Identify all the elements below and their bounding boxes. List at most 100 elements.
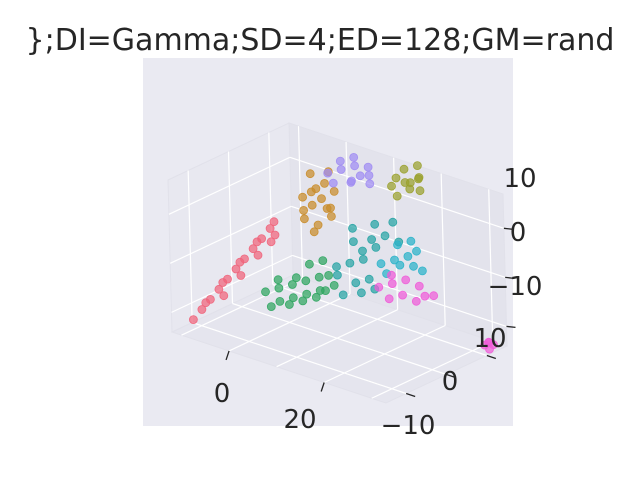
data-point-series-2 [345, 258, 355, 268]
data-point-series-3 [299, 214, 309, 224]
data-point-series-1 [275, 296, 285, 306]
data-point-series-4 [346, 177, 356, 187]
data-point-series-2 [358, 246, 367, 256]
data-point-series-4 [335, 156, 345, 166]
data-point-series-1 [284, 300, 294, 309]
grid-line-x-wall [297, 126, 304, 279]
data-point-series-3 [313, 220, 323, 230]
tick-marks [225, 227, 516, 398]
y-tick-label-2: −10 [381, 411, 436, 441]
data-point-series-0 [214, 284, 224, 294]
data-point-series-3 [298, 192, 308, 202]
x-tick-mark [320, 382, 325, 392]
data-point-series-6 [390, 255, 399, 265]
data-point-series-0 [236, 271, 246, 280]
data-point-series-5 [405, 184, 415, 194]
x-tick-label-1: 20 [283, 405, 316, 435]
data-point-series-0 [265, 224, 275, 233]
z-tick-label-0: 10 [503, 164, 536, 194]
data-point-series-0 [235, 257, 245, 267]
data-point-series-4 [364, 170, 374, 180]
data-point-series-7 [386, 270, 396, 280]
grid-line-y-wall [268, 132, 274, 285]
data-point-series-1 [261, 287, 270, 297]
grid-line-y-wall [227, 151, 234, 304]
data-point-series-2 [364, 274, 374, 284]
data-point-series-7 [411, 296, 421, 306]
data-point-series-1 [273, 275, 283, 285]
data-point-series-0 [270, 230, 280, 240]
z-tick-mark [506, 325, 516, 329]
data-point-series-2 [388, 217, 398, 227]
y-tick-mark [405, 392, 416, 398]
grid-line-z-side [168, 156, 291, 215]
data-point-series-6 [395, 260, 405, 270]
data-point-series-3 [299, 205, 309, 215]
data-point-series-7 [484, 337, 494, 347]
data-point-series-2 [332, 262, 341, 272]
chart-title: };DI=Gamma;SD=4;ED=128;GM=rand [26, 23, 615, 58]
data-point-series-2 [348, 237, 358, 247]
data-point-series-6 [406, 236, 416, 246]
data-point-series-1 [298, 296, 308, 306]
data-point-series-0 [266, 237, 276, 247]
data-point-series-0 [201, 298, 211, 308]
data-point-series-4 [328, 178, 338, 188]
y-tick-label-1: 0 [442, 367, 459, 397]
y-tick-label-0: 10 [473, 324, 506, 354]
data-point-series-7 [414, 281, 424, 291]
data-point-series-1 [311, 292, 321, 302]
data-point-series-5 [415, 186, 425, 196]
data-point-series-3 [326, 211, 336, 221]
data-point-series-4 [323, 168, 333, 178]
data-point-series-7 [374, 282, 384, 292]
data-point-series-1 [274, 283, 284, 293]
data-point-series-1 [266, 302, 276, 312]
data-point-series-2 [380, 231, 390, 241]
data-point-series-7 [401, 275, 411, 285]
data-point-series-2 [370, 219, 380, 229]
data-point-series-3 [305, 169, 315, 179]
x-tick-mark [225, 350, 230, 361]
data-point-series-4 [363, 162, 373, 172]
grid-line-y-floor [191, 321, 407, 395]
data-point-series-3 [322, 204, 332, 213]
data-point-series-2 [367, 235, 377, 244]
grid-line-z-side [171, 254, 293, 313]
grid-line-x-wall [488, 189, 494, 342]
data-point-series-5 [412, 161, 422, 171]
data-point-series-0 [218, 278, 228, 287]
data-point-series-0 [248, 244, 258, 254]
grid-line-z-side [169, 205, 292, 264]
data-point-series-0 [188, 315, 198, 325]
data-point-series-1 [321, 286, 330, 296]
data-point-series-1 [304, 259, 314, 269]
data-point-series-7 [420, 291, 430, 301]
data-point-series-1 [314, 272, 324, 282]
data-point-series-3 [317, 194, 326, 204]
data-point-series-7 [429, 291, 439, 301]
data-point-series-6 [409, 261, 418, 271]
data-point-series-1 [288, 293, 298, 303]
data-point-series-4 [365, 179, 375, 189]
data-point-series-2 [356, 288, 366, 298]
data-point-series-2 [371, 242, 381, 252]
data-point-series-1 [301, 276, 311, 286]
x-tick-label-0: 0 [214, 379, 231, 409]
data-point-series-1 [291, 273, 301, 283]
data-point-series-1 [302, 289, 312, 299]
grid-line-x-wall [440, 173, 446, 326]
data-point-series-0 [253, 250, 263, 260]
data-point-series-1 [287, 280, 297, 289]
data-point-series-2 [351, 278, 361, 288]
data-point-series-2 [348, 223, 357, 233]
grid-line-y-wall [187, 170, 193, 323]
data-point-series-3 [307, 200, 317, 210]
data-point-series-7 [387, 279, 397, 289]
grid-line-y-floor [232, 302, 447, 376]
z-tick-mark [505, 276, 515, 280]
data-point-series-3 [309, 227, 319, 237]
data-point-series-1 [324, 270, 334, 280]
data-point-series-4 [336, 165, 346, 174]
